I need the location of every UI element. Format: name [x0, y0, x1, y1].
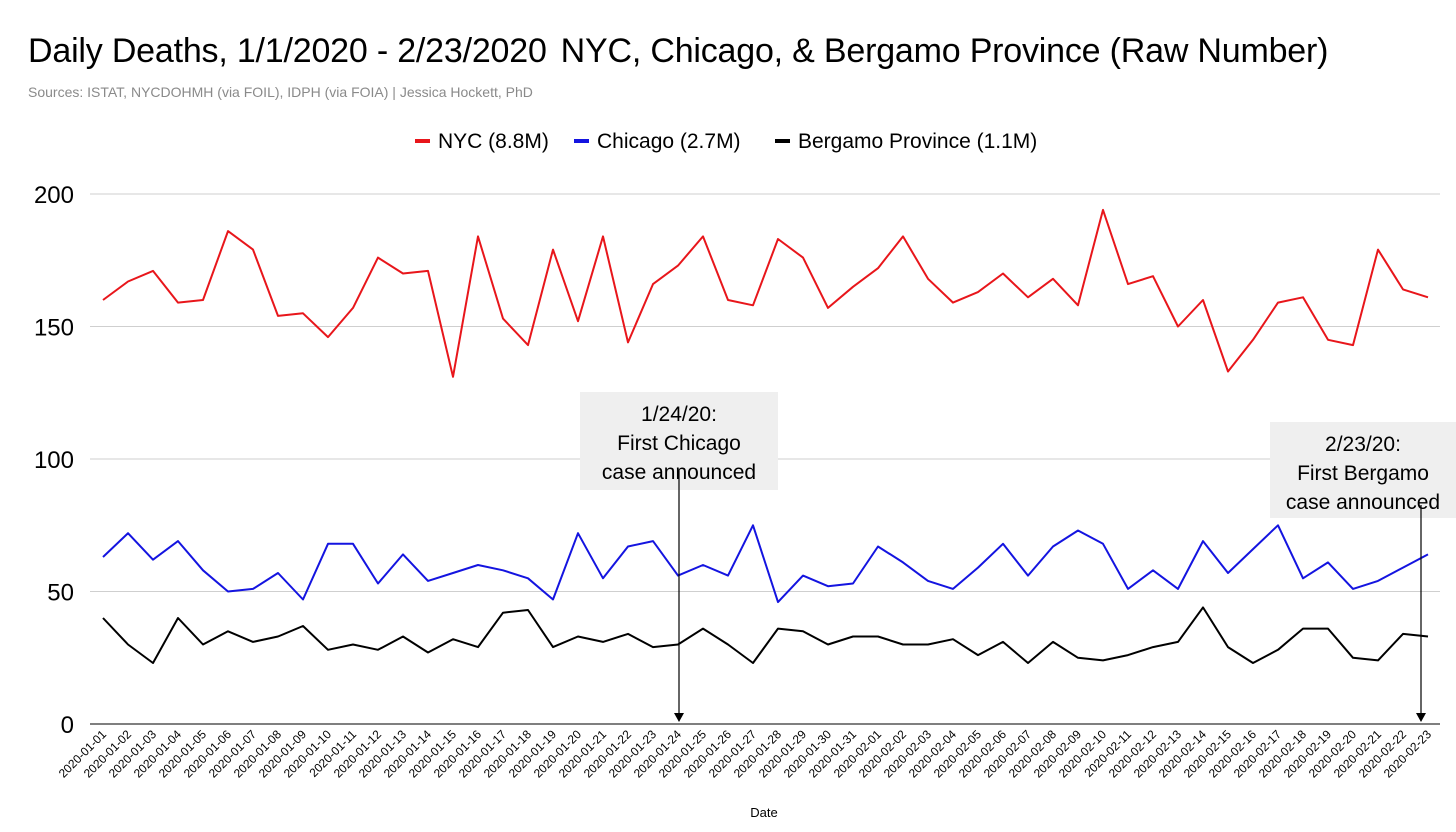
annotation-text: case announced [1286, 491, 1440, 514]
series-line-nyc [102, 208, 1429, 378]
annotation-box [1270, 422, 1456, 518]
annotation-arrow-head [674, 713, 684, 722]
chart-title-part1: Daily Deaths, 1/1/2020 - 2/23/2020 [28, 32, 547, 70]
legend-label: Chicago (2.7M) [597, 130, 741, 153]
x-axis-label: Date [750, 805, 777, 820]
annotation-text: First Chicago [617, 432, 741, 455]
legend-swatch [574, 139, 589, 143]
legend-swatch [775, 139, 790, 143]
legend-label: NYC (8.8M) [438, 130, 549, 153]
y-tick-label: 200 [34, 182, 74, 209]
chart-subtitle: Sources: ISTAT, NYCDOHMH (via FOIL), IDP… [28, 84, 533, 100]
chart-title: Daily Deaths, 1/1/2020 - 2/23/2020 NYC, C… [28, 32, 1328, 71]
annotation-text: 2/23/20: [1325, 433, 1401, 456]
annotation-arrow-head [1416, 713, 1426, 722]
legend-label: Bergamo Province (1.1M) [798, 130, 1037, 153]
annotation-text: First Bergamo [1297, 462, 1429, 485]
legend-swatch [415, 139, 430, 143]
chart-title-part2: NYC, Chicago, & Bergamo Province (Raw Nu… [560, 32, 1329, 70]
y-tick-label: 50 [47, 580, 74, 607]
y-tick-label: 100 [34, 447, 74, 474]
series-line-bergamo [102, 606, 1429, 664]
series-line-chicago [102, 524, 1429, 604]
y-tick-label: 150 [34, 315, 74, 342]
y-tick-label: 0 [61, 712, 74, 739]
annotation-text: 1/24/20: [641, 403, 717, 426]
